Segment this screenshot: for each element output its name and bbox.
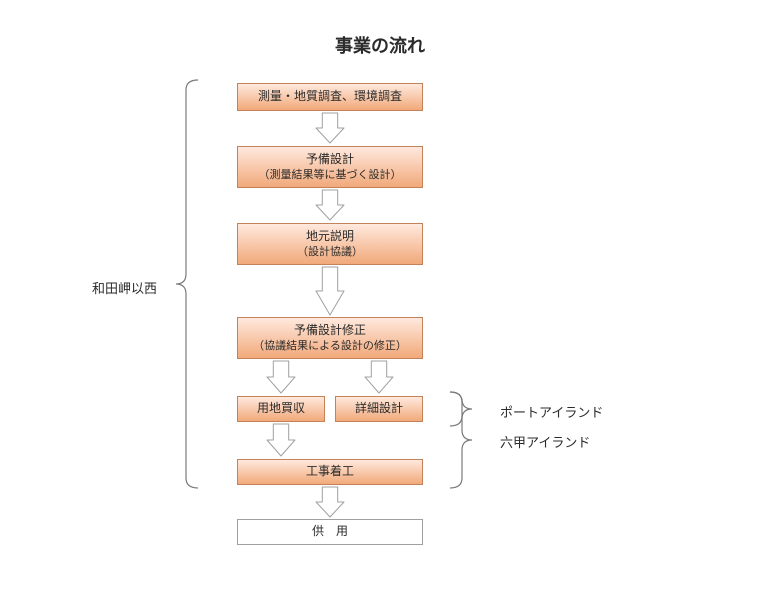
node-sublabel: （協議結果による設計の修正） (253, 339, 407, 353)
node-land-acquisition: 用地買収 (237, 396, 325, 422)
label-port-island: ポートアイランド (500, 402, 603, 421)
node-label: 用地買収 (257, 401, 305, 417)
flowchart-page: 事業の流れ 測量・地質調査、環境調査 予備設計 （測量結果等に基づく設計） 地元… (0, 0, 760, 594)
node-label: 詳細設計 (355, 401, 403, 417)
node-local-explanation: 地元説明 （設計協議） (237, 223, 423, 265)
node-construction-start: 工事着工 (237, 459, 423, 485)
node-label: 予備設計 (306, 152, 354, 168)
arrow-down-icon (267, 424, 295, 456)
node-detailed-design: 詳細設計 (335, 396, 423, 422)
node-label: 測量・地質調査、環境調査 (258, 89, 402, 105)
node-label: 予備設計修正 (294, 323, 366, 339)
node-service-start: 供 用 (237, 519, 423, 545)
arrow-down-icon (316, 267, 344, 315)
arrow-down-icon (365, 361, 393, 393)
node-revision: 予備設計修正 （協議結果による設計の修正） (237, 317, 423, 359)
arrow-down-icon (316, 113, 344, 143)
brace-right_bottom (450, 392, 472, 488)
node-survey: 測量・地質調査、環境調査 (237, 83, 423, 111)
label-rokko-island: 六甲アイランド (500, 432, 590, 451)
arrow-down-icon (267, 361, 295, 393)
node-preliminary-design: 予備設計 （測量結果等に基づく設計） (237, 146, 423, 188)
node-sublabel: （設計協議） (297, 245, 363, 259)
node-label: 供 用 (312, 524, 348, 540)
arrow-down-icon (316, 487, 344, 517)
node-label: 工事着工 (306, 464, 354, 480)
arrow-down-icon (316, 190, 344, 220)
brace-left (176, 80, 198, 488)
node-label: 地元説明 (306, 229, 354, 245)
node-sublabel: （測量結果等に基づく設計） (259, 168, 402, 182)
label-wadamisaki-west: 和田岬以西 (92, 278, 157, 297)
page-title: 事業の流れ (0, 32, 760, 58)
